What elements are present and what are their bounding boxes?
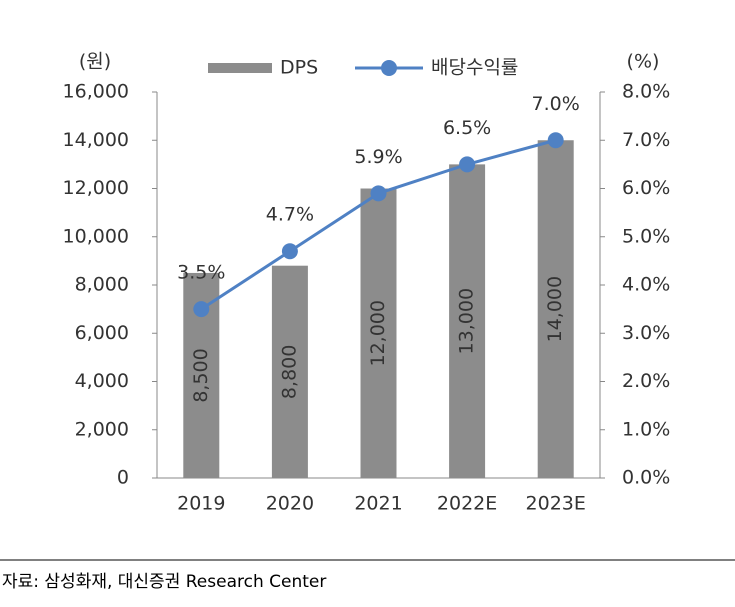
- line-point: [459, 156, 476, 173]
- y-tick-label: 14,000: [63, 129, 129, 151]
- y-tick-label: 8,000: [75, 274, 129, 296]
- y2-tick-label: 4.0%: [622, 274, 670, 296]
- line-value-label: 5.9%: [354, 146, 402, 168]
- y2-tick-label: 8.0%: [622, 81, 670, 103]
- y2-tick-label: 6.0%: [622, 177, 670, 199]
- y-tick-label: 2,000: [75, 418, 129, 440]
- line-value-label: 3.5%: [177, 262, 225, 284]
- x-tick-label: 2022E: [437, 493, 497, 515]
- y-tick-label: 4,000: [75, 370, 129, 392]
- y-tick-label: 16,000: [63, 81, 129, 103]
- legend-marker: [381, 60, 397, 76]
- bar: [271, 265, 308, 478]
- y2-tick-label: 2.0%: [622, 370, 670, 392]
- x-tick-label: 2019: [177, 493, 225, 515]
- bar-value-label: 12,000: [367, 300, 389, 366]
- legend-label: DPS: [280, 57, 318, 79]
- legend-label: 배당수익률: [431, 57, 518, 79]
- y2-tick-label: 7.0%: [622, 129, 670, 151]
- y2-unit: (%): [627, 51, 660, 73]
- line-point: [370, 185, 387, 202]
- y-tick-label: 12,000: [63, 177, 129, 199]
- y2-tick-label: 0.0%: [622, 467, 670, 489]
- y-tick-label: 6,000: [75, 322, 129, 344]
- bar: [360, 188, 397, 478]
- y-tick-label: 10,000: [63, 225, 129, 247]
- source: 자료: 삼성화재, 대신증권 Research Center: [2, 572, 326, 592]
- line-point: [193, 301, 210, 318]
- x-tick-label: 2020: [266, 493, 314, 515]
- y-unit: (원): [79, 51, 111, 73]
- line-point: [281, 243, 298, 260]
- line-value-label: 6.5%: [443, 117, 491, 139]
- y2-tick-label: 1.0%: [622, 418, 670, 440]
- bar: [449, 164, 486, 478]
- line-value-label: 4.7%: [266, 204, 314, 226]
- y2-tick-label: 3.0%: [622, 322, 670, 344]
- line-point: [547, 132, 564, 149]
- bar: [537, 140, 574, 478]
- line-value-label: 7.0%: [532, 93, 580, 115]
- bar-value-label: 13,000: [456, 288, 478, 354]
- bar-value-label: 8,800: [278, 345, 300, 399]
- legend-swatch: [208, 63, 272, 73]
- bar-value-label: 14,000: [544, 276, 566, 342]
- y2-tick-label: 5.0%: [622, 225, 670, 247]
- x-tick-label: 2023E: [526, 493, 586, 515]
- y-tick-label: 0: [117, 467, 129, 489]
- bar-value-label: 8,500: [190, 348, 212, 402]
- x-tick-label: 2021: [354, 493, 402, 515]
